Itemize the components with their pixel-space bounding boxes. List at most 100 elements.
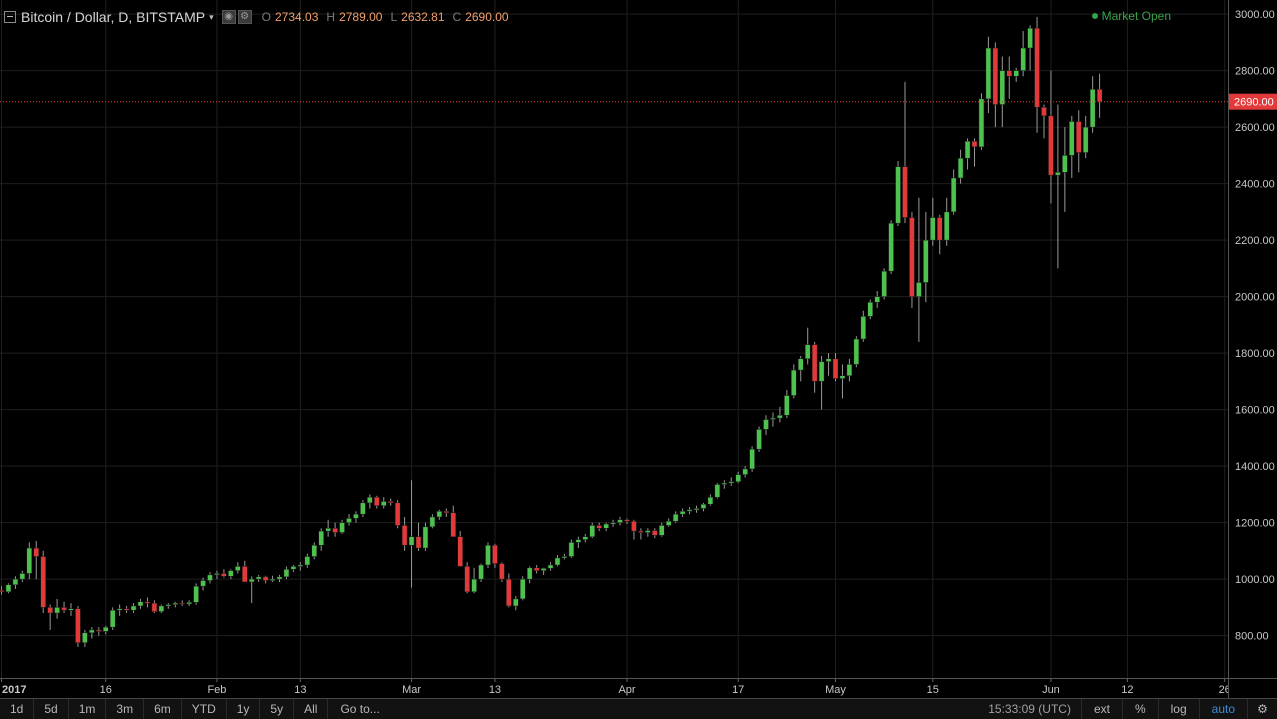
market-status-label: Market Open [1101, 9, 1171, 23]
candle-body [832, 358, 839, 379]
candle-body [686, 509, 693, 512]
chart-area[interactable]: Bitcoin / Dollar, D, BITSTAMP ▾ ◉ ⚙ O 27… [0, 0, 1228, 678]
open-value: 2734.03 [275, 10, 319, 24]
price-tick-label: 1800.00 [1235, 348, 1275, 360]
timeframe-5y[interactable]: 5y [260, 698, 295, 719]
candle-body [221, 573, 227, 577]
price-axis[interactable]: 800.00 1000.00 1200.00 1400.00 1600.00 1800.0… [1228, 0, 1277, 678]
candle-body [860, 316, 867, 340]
candle-body [179, 602, 185, 605]
timeframe-1m[interactable]: 1m [69, 698, 107, 719]
ohlc-readout: O 2734.03 H 2789.00 L 2632.81 C 2690.00 [262, 10, 513, 24]
auto-toggle[interactable]: auto [1198, 699, 1247, 719]
candle-body [1020, 47, 1026, 71]
candle-body [568, 542, 575, 557]
candle-body [130, 605, 137, 611]
candle-body [478, 564, 484, 580]
timeframe-all[interactable]: All [294, 698, 329, 719]
last-price-badge [1229, 93, 1277, 110]
candle-body [554, 557, 561, 566]
low-key: L [390, 10, 398, 24]
price-tick-label: 2200.00 [1235, 235, 1275, 247]
candle-body [374, 496, 380, 506]
candle-body [985, 47, 992, 100]
candle-body [610, 522, 616, 525]
log-toggle[interactable]: log [1157, 699, 1199, 719]
time-tick-label: Feb [207, 684, 226, 696]
price-tick-label: 2600.00 [1235, 122, 1275, 134]
time-tick-label: 17 [732, 684, 744, 696]
candle-body [992, 47, 999, 105]
candle-body [950, 177, 957, 213]
candle-body [763, 419, 769, 430]
candle-body [846, 364, 853, 376]
candle-body [235, 566, 241, 571]
candle-body [714, 484, 721, 498]
high-key: H [326, 10, 336, 24]
candle-body [269, 578, 276, 581]
symbol-title[interactable]: Bitcoin / Dollar, D, BITSTAMP [21, 9, 206, 25]
candle-body [47, 607, 53, 614]
candle-body [978, 98, 985, 148]
candle-body [624, 519, 630, 522]
price-tick-label: 1400.00 [1235, 461, 1275, 473]
collapse-legend-icon[interactable] [4, 11, 16, 23]
candle-body [26, 547, 33, 574]
chart-legend: Bitcoin / Dollar, D, BITSTAMP ▾ ◉ ⚙ O 27… [4, 7, 513, 27]
timeframe-list: 1d 5d 1m 3m 6m YTD 1y 5y All [0, 698, 329, 719]
candle-body [791, 369, 797, 396]
candlestick-plot[interactable] [0, 0, 1228, 678]
candle-body [415, 536, 422, 549]
candle-body [262, 576, 269, 581]
candle-body [547, 564, 554, 569]
candle-body [1069, 121, 1075, 156]
candle-body [617, 519, 623, 523]
candle-body [513, 598, 519, 607]
candle-body [33, 547, 39, 557]
close-key: C [452, 10, 462, 24]
candle-body [784, 395, 790, 416]
time-tick-label: 12 [1121, 684, 1133, 696]
candle-body [589, 525, 595, 538]
timeframe-6m[interactable]: 6m [144, 698, 182, 719]
time-tick-label: Jun [1042, 684, 1060, 696]
gear-icon[interactable]: ⚙ [237, 10, 252, 24]
timeframe-ytd[interactable]: YTD [182, 698, 227, 719]
timeframe-5d[interactable]: 5d [34, 698, 69, 719]
time-tick-label: May [825, 684, 846, 696]
candle-body [485, 544, 491, 566]
candle-body [943, 211, 950, 241]
time-tick-label: 13 [294, 684, 306, 696]
candle-body [381, 501, 387, 506]
candle-body [193, 585, 199, 603]
candle-body [0, 590, 5, 593]
candle-body [82, 632, 88, 643]
price-tick-label: 2400.00 [1235, 179, 1275, 191]
utc-clock: 15:33:09 (UTC) [988, 702, 1071, 716]
candle-body [881, 270, 887, 297]
timeframe-3m[interactable]: 3m [106, 698, 145, 719]
candle-body [387, 501, 394, 504]
candle-body [165, 604, 172, 607]
candle-body [492, 544, 498, 564]
close-value: 2690.00 [465, 10, 509, 24]
goto-button[interactable]: Go to... [340, 702, 380, 716]
candle-body [68, 608, 74, 611]
timeframe-1d[interactable]: 1d [0, 698, 35, 719]
chevron-down-icon[interactable]: ▾ [209, 11, 214, 22]
price-tick-label: 1600.00 [1235, 405, 1275, 417]
percent-toggle[interactable]: % [1121, 699, 1158, 719]
candle-body [902, 166, 908, 218]
candle-body [19, 573, 26, 580]
gear-icon[interactable]: ⚙ [1247, 699, 1277, 719]
candle-body [144, 601, 151, 604]
candle-body [728, 481, 734, 484]
candle-body [325, 528, 331, 532]
time-axis[interactable]: 2017 16 Feb 13 Mar 13 Apr 17 May 15 Jun 12 26 [0, 678, 1228, 698]
timeframe-1y[interactable]: 1y [227, 698, 261, 719]
ext-toggle[interactable]: ext [1080, 699, 1122, 719]
eye-icon[interactable]: ◉ [221, 10, 236, 24]
candle-body [798, 358, 804, 371]
candle-body [853, 338, 860, 365]
candle-body [735, 474, 741, 482]
